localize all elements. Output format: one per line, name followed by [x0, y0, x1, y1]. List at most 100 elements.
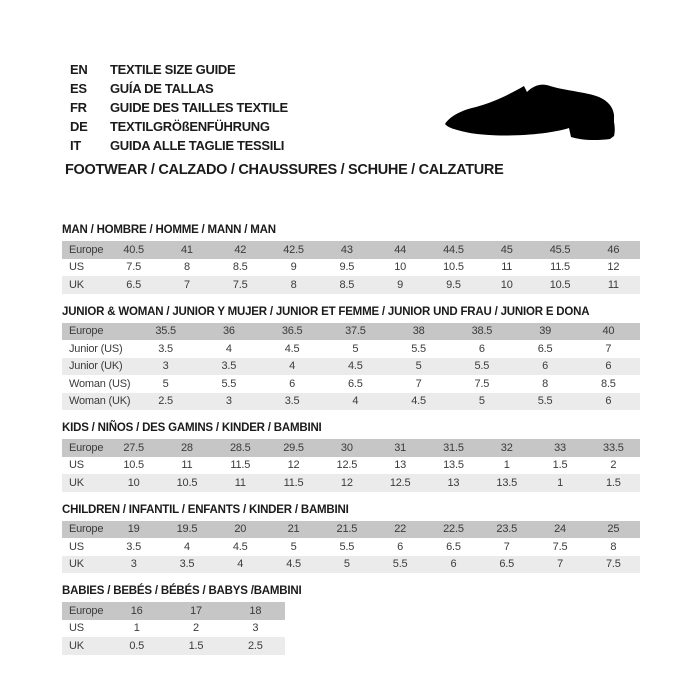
size-cell: 8	[610, 540, 617, 553]
size-row-label: UK	[69, 476, 84, 489]
size-cell: 41	[181, 243, 193, 256]
size-section-children: CHILDREN / INFANTIL / ENFANTS / KINDER /…	[62, 503, 640, 573]
size-cell: 19.5	[176, 523, 198, 536]
size-cell: 5.5	[474, 360, 490, 373]
category-heading: FOOTWEAR / CALZADO / CHAUSSURES / SCHUHE…	[65, 162, 504, 178]
size-cell: 4.5	[348, 360, 363, 373]
size-cell: 4	[237, 558, 244, 571]
size-cell: 40.5	[123, 243, 144, 256]
size-cell: 10	[394, 261, 407, 274]
size-cell: 7.5	[126, 261, 141, 274]
size-cell: 2	[610, 459, 617, 472]
size-row-label: US	[69, 459, 84, 472]
size-cell: 10.5	[549, 278, 571, 291]
size-cell: 5	[478, 395, 485, 408]
size-cell: 40	[602, 325, 615, 338]
size-cell: 1.5	[188, 639, 204, 652]
language-label: GUÍA DE TALLAS	[110, 81, 214, 96]
size-cell: 29.5	[283, 441, 304, 454]
size-cell: 1	[557, 476, 563, 489]
size-cell: 5	[162, 377, 169, 390]
size-row-label: US	[69, 540, 84, 553]
size-cell: 3	[130, 558, 137, 571]
language-label: TEXTILGRÖßENFÜHRUNG	[110, 119, 270, 134]
size-cell: 13	[447, 476, 460, 489]
language-code: DE	[70, 119, 88, 134]
size-cell: 46	[607, 243, 620, 256]
size-row-us: US 7.5 8 8.5 9 9.5 10 10.5 11 11.5 12	[62, 258, 640, 276]
size-cell: 22.5	[443, 523, 464, 536]
size-cell: 5.5	[221, 377, 237, 390]
size-section-kids: KIDS / NIÑOS / DES GAMINS / KINDER / BAM…	[62, 422, 640, 492]
size-cell: 13.5	[443, 459, 464, 472]
size-cell: 6	[397, 540, 404, 553]
size-cell: 10.5	[176, 476, 198, 489]
size-cell: 33	[554, 441, 566, 454]
size-cell: 22	[394, 523, 407, 536]
size-cell: 8	[183, 261, 190, 274]
size-cell: 1.5	[605, 476, 621, 489]
language-code: IT	[70, 138, 81, 153]
size-cell: 4	[289, 360, 296, 373]
size-row-label: Junior (UK)	[69, 360, 123, 373]
size-cell: 3	[225, 395, 232, 408]
size-cell: 11.5	[550, 261, 570, 274]
size-row-label: UK	[69, 278, 84, 291]
size-cell: 28	[181, 441, 193, 454]
size-cell: 0.5	[129, 639, 145, 652]
size-row-europe: Europe 27.5 28 28.5 29.5 30 31 31.5 32 33 33.5	[62, 439, 640, 457]
size-row-uk: UK 3 3.5 4 4.5 5 5.5 6 6.5 7 7.5	[62, 555, 640, 573]
size-row-europe: Europe 19 19.5 20 21 21.5 22 22.5 23.5 24 25	[62, 520, 640, 538]
size-cell: 31.5	[443, 441, 464, 454]
size-cell: 36	[222, 325, 235, 338]
size-cell: 5.5	[339, 540, 355, 553]
size-cell: 45	[500, 243, 513, 256]
size-cell: 3	[162, 360, 169, 373]
language-label: GUIDE DES TAILLES TEXTILE	[110, 100, 288, 115]
size-cell: 38.5	[471, 325, 493, 338]
size-cell: 5.5	[392, 558, 408, 571]
size-row-label: Woman (US)	[69, 377, 131, 390]
size-row-junior-us: Junior (US) 3.5 4 4.5 5 5.5 6 6.5 7	[62, 340, 640, 358]
size-cell: 8.5	[601, 377, 616, 390]
size-cell: 5.5	[411, 342, 426, 355]
size-cell: 2.5	[158, 395, 173, 408]
size-cell: 12	[340, 476, 353, 489]
language-list: EN TEXTILE SIZE GUIDE ES GUÍA DE TALLAS FR GU…	[70, 60, 288, 155]
size-cell: 6	[605, 395, 612, 408]
language-code: ES	[70, 81, 87, 96]
size-cell: 20	[234, 523, 247, 536]
language-row-es: ES GUÍA DE TALLAS	[70, 79, 288, 98]
size-cell: 7	[415, 377, 422, 390]
language-row-it: IT GUIDA ALLE TAGLIE TESSILI	[70, 136, 288, 155]
size-table-title: CHILDREN / INFANTIL / ENFANTS / KINDER /…	[62, 503, 349, 516]
size-cell: 19	[127, 523, 140, 536]
size-cell: 36.5	[281, 325, 303, 338]
size-cell: 6.5	[499, 558, 515, 571]
size-cell: 21	[287, 523, 300, 536]
size-row-junior-uk: Junior (UK) 3 3.5 4 4.5 5 5.5 6 6	[62, 357, 640, 375]
size-cell: 4	[225, 342, 232, 355]
size-cell: 3.5	[126, 540, 141, 553]
size-row-label: Europe	[69, 441, 104, 454]
size-cell: 3.5	[284, 395, 300, 408]
size-cell: 32	[500, 441, 513, 454]
size-cell: 23.5	[496, 523, 518, 536]
size-cell: 33.5	[603, 441, 624, 454]
size-cell: 6	[605, 360, 612, 373]
size-cell: 28.5	[229, 441, 251, 454]
size-cell: 9	[290, 261, 297, 274]
size-cell: 6	[478, 342, 485, 355]
size-cell: 10	[500, 278, 513, 291]
size-cell: 2.5	[247, 639, 263, 652]
size-cell: 44.5	[443, 243, 464, 256]
size-cell: 4.5	[411, 395, 426, 408]
language-label: GUIDA ALLE TAGLIE TESSILI	[110, 138, 285, 153]
size-cell: 30	[340, 441, 353, 454]
size-table-title: BABIES / BEBÉS / BÉBÉS / BABYS /BAMBINI	[62, 585, 302, 597]
size-row-europe: Europe 40.5 41 42 42.5 43 44 44.5 45 45.5 46	[62, 241, 640, 259]
size-cell: 7.5	[605, 558, 621, 571]
size-cell: 3.5	[221, 360, 237, 373]
size-cell: 6.5	[348, 377, 363, 390]
